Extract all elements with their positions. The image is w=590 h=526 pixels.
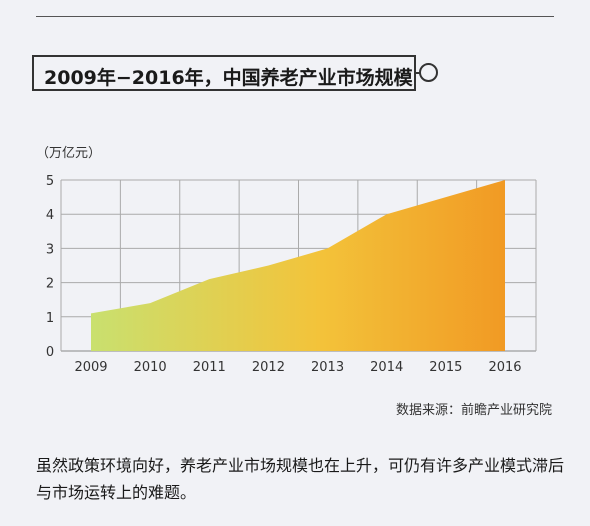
y-tick-label: 1 <box>46 311 54 326</box>
x-tick-label: 2016 <box>488 360 521 375</box>
x-tick-label: 2012 <box>252 360 285 375</box>
x-tick-label: 2009 <box>74 360 107 375</box>
y-tick-label: 3 <box>46 242 54 257</box>
x-tick-label: 2015 <box>429 360 462 375</box>
x-tick-label: 2013 <box>311 360 344 375</box>
description-text: 虽然政策环境向好，养老产业市场规模也在上升，可仍有许多产业模式滞后与市场运转上的… <box>36 456 565 502</box>
y-tick-label: 5 <box>46 174 54 189</box>
title-connector-line <box>416 72 420 74</box>
x-tick-label: 2010 <box>134 360 167 375</box>
chart-title: 2009年−2016年，中国养老产业市场规模 <box>44 67 413 89</box>
x-tick-label: 2014 <box>370 360 403 375</box>
circle-icon <box>419 63 438 82</box>
chart-title-box: 2009年−2016年，中国养老产业市场规模 <box>32 55 416 91</box>
y-tick-label: 4 <box>46 208 54 223</box>
x-tick-label: 2011 <box>193 360 226 375</box>
top-divider <box>36 16 554 17</box>
y-axis-unit-label: （万亿元） <box>36 146 102 161</box>
tick-labels: 0 1 2 3 4 5 2009 2010 2011 2012 2013 2014 2015 2016 <box>46 174 522 375</box>
y-tick-label: 2 <box>46 277 54 292</box>
area-series <box>91 180 505 351</box>
y-tick-label: 0 <box>46 345 54 360</box>
data-source: 数据来源：前瞻产业研究院 <box>395 403 552 418</box>
